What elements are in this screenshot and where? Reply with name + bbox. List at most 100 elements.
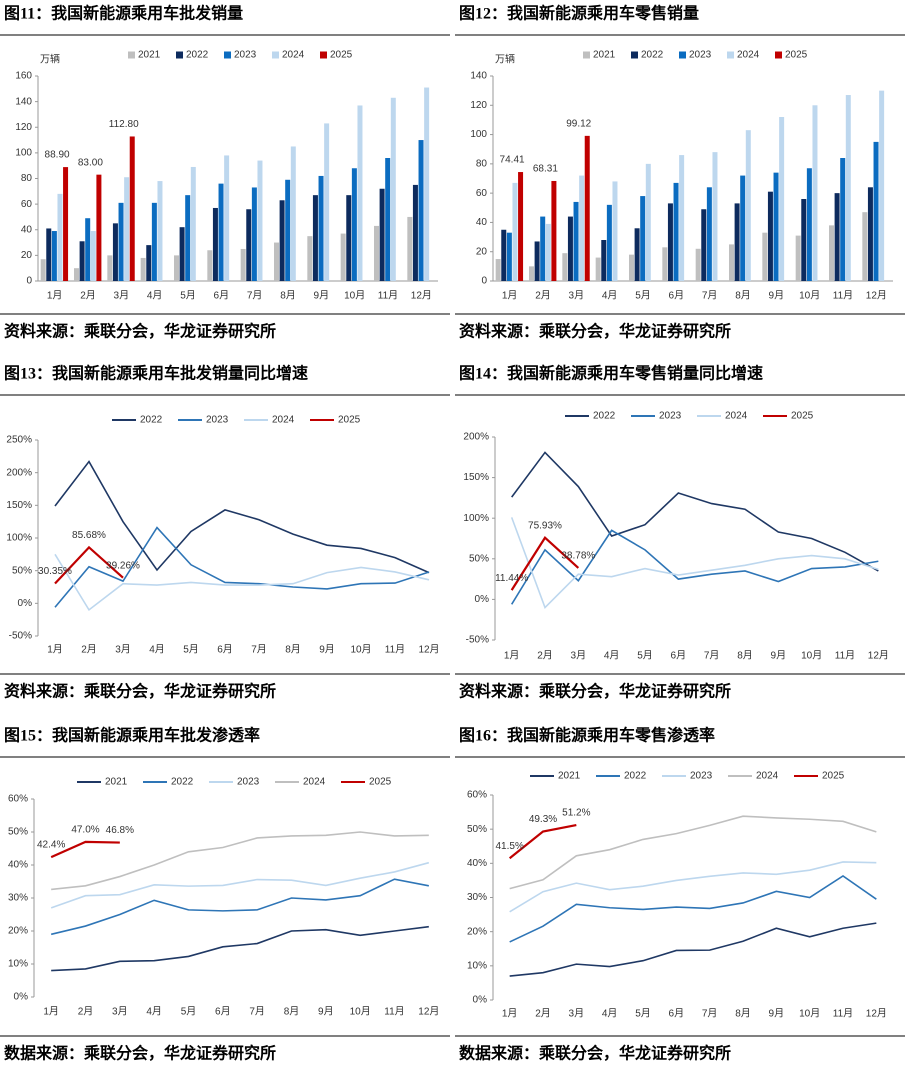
x-tick-label: 12月 bbox=[411, 290, 432, 302]
x-tick-label: 5月 bbox=[181, 1006, 197, 1018]
y-tick-label: 160 bbox=[15, 71, 32, 82]
bar bbox=[79, 241, 85, 281]
series-line bbox=[54, 545, 124, 585]
figure-title: 图14：我国新能源乘用车零售销量同比增速 bbox=[459, 364, 763, 383]
bar bbox=[662, 247, 668, 281]
bar bbox=[129, 136, 135, 281]
y-unit: 万辆 bbox=[40, 53, 60, 66]
bar bbox=[185, 195, 191, 281]
y-tick-label: 100% bbox=[6, 533, 32, 544]
data-label: 49.3% bbox=[529, 814, 557, 825]
legend-swatch bbox=[272, 51, 279, 59]
legend-label: 2022 bbox=[140, 415, 163, 426]
x-tick-label: 1月 bbox=[47, 644, 63, 656]
bar bbox=[734, 203, 740, 281]
bar bbox=[107, 255, 113, 281]
x-tick-label: 4月 bbox=[149, 644, 165, 656]
x-tick-label: 11月 bbox=[833, 1008, 853, 1020]
bar bbox=[340, 233, 346, 281]
bar bbox=[534, 241, 540, 281]
bar bbox=[379, 188, 385, 281]
x-tick-label: 7月 bbox=[702, 1008, 718, 1020]
x-tick-label: 8月 bbox=[735, 290, 751, 302]
x-tick-label: 6月 bbox=[214, 290, 230, 302]
legend-label: 2025 bbox=[822, 771, 845, 782]
bar bbox=[667, 203, 673, 281]
bar bbox=[762, 232, 768, 281]
x-tick-label: 2月 bbox=[535, 290, 551, 302]
legend-label: 2024 bbox=[756, 771, 779, 782]
x-tick-label: 10月 bbox=[799, 1008, 820, 1020]
y-tick-label: -50% bbox=[9, 631, 32, 642]
bar bbox=[579, 175, 585, 281]
bar bbox=[606, 204, 612, 281]
x-tick-label: 8月 bbox=[285, 644, 301, 656]
bar bbox=[312, 195, 318, 281]
x-tick-label: 12月 bbox=[418, 1006, 439, 1018]
bar bbox=[307, 236, 313, 281]
bar bbox=[612, 181, 618, 281]
bar bbox=[601, 240, 607, 281]
bar bbox=[512, 182, 518, 281]
bar bbox=[806, 168, 812, 281]
data-label: 46.8% bbox=[106, 825, 134, 836]
legend-label: 2021 bbox=[105, 777, 128, 788]
bar bbox=[501, 229, 507, 281]
x-tick-label: 9月 bbox=[319, 644, 335, 656]
bar bbox=[767, 191, 773, 281]
bar bbox=[124, 177, 130, 281]
bar bbox=[551, 180, 557, 281]
legend-label: 2021 bbox=[558, 771, 581, 782]
bar bbox=[74, 268, 79, 281]
y-tick-label: 50% bbox=[12, 565, 32, 576]
bar bbox=[151, 202, 157, 281]
legend-label: 2024 bbox=[725, 411, 748, 422]
bar bbox=[240, 248, 246, 281]
y-tick-label: 80 bbox=[21, 173, 33, 184]
y-tick-label: 50% bbox=[467, 824, 487, 835]
bar bbox=[529, 266, 534, 281]
bar bbox=[324, 123, 330, 281]
y-tick-label: 40% bbox=[467, 858, 487, 869]
legend-label: 2025 bbox=[338, 415, 361, 426]
legend-label: 2025 bbox=[791, 411, 814, 422]
y-tick-label: 120 bbox=[470, 100, 487, 111]
bar bbox=[357, 105, 363, 281]
x-tick-label: 7月 bbox=[247, 290, 263, 302]
x-tick-label: 1月 bbox=[504, 650, 520, 662]
bar bbox=[374, 225, 379, 281]
bar bbox=[873, 141, 879, 281]
x-tick-label: 1月 bbox=[47, 290, 63, 302]
bar bbox=[495, 259, 501, 281]
bar bbox=[795, 235, 801, 281]
x-tick-label: 8月 bbox=[735, 1008, 751, 1020]
bar bbox=[407, 216, 413, 281]
x-tick-label: 6月 bbox=[669, 1008, 685, 1020]
bar bbox=[567, 216, 573, 281]
x-tick-label: 8月 bbox=[737, 650, 753, 662]
y-tick-label: 0% bbox=[18, 598, 33, 609]
bar bbox=[118, 202, 124, 281]
data-label: 42.4% bbox=[37, 840, 65, 851]
data-label: 38.78% bbox=[561, 551, 595, 562]
figure-title: 图12：我国新能源乘用车零售销量 bbox=[459, 4, 699, 23]
y-tick-label: -50% bbox=[466, 635, 489, 646]
legend-label: 2024 bbox=[303, 777, 326, 788]
legend-label: 2022 bbox=[593, 411, 616, 422]
x-tick-label: 4月 bbox=[147, 290, 163, 302]
figure-title: 图16：我国新能源乘用车零售渗透率 bbox=[459, 726, 715, 745]
x-tick-label: 5月 bbox=[635, 1008, 651, 1020]
legend-swatch bbox=[224, 51, 231, 59]
legend-label: 2023 bbox=[206, 415, 229, 426]
x-tick-label: 10月 bbox=[350, 1006, 371, 1018]
series-line bbox=[50, 861, 430, 909]
x-tick-label: 8月 bbox=[280, 290, 296, 302]
data-label: 74.41 bbox=[500, 155, 525, 166]
x-tick-label: 12月 bbox=[418, 644, 439, 656]
y-tick-label: 60 bbox=[21, 199, 33, 210]
y-tick-label: 40 bbox=[21, 224, 33, 235]
x-tick-label: 4月 bbox=[602, 290, 618, 302]
x-tick-label: 10月 bbox=[801, 650, 822, 662]
bar bbox=[385, 158, 391, 281]
x-tick-label: 5月 bbox=[635, 290, 651, 302]
